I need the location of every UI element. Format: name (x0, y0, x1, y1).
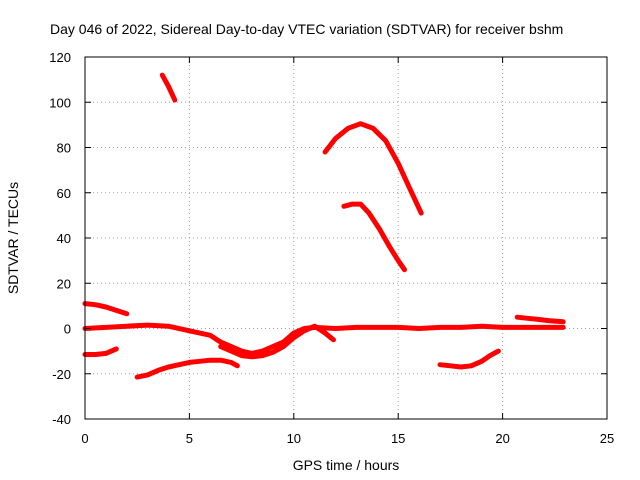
y-tick-label: 60 (57, 186, 71, 201)
y-axis-label: SDTVAR / TECUs (5, 182, 21, 294)
x-tick-label: 20 (495, 431, 509, 446)
grid-layer (85, 57, 607, 419)
x-tick-label: 15 (391, 431, 405, 446)
y-tick-label: -40 (52, 412, 71, 427)
series-arc-3 (341, 201, 407, 273)
tick-layer: 0 5 10 15 20 25 -40 -20 0 20 40 60 80 100 120 (49, 50, 614, 446)
y-tick-label: 20 (57, 276, 71, 291)
series-arc-4 (82, 301, 130, 317)
x-tick-label: 10 (287, 431, 301, 446)
series-arc-1 (159, 72, 178, 103)
series-arc-7 (82, 346, 119, 357)
x-tick-label: 5 (186, 431, 193, 446)
y-tick-label: 80 (57, 141, 71, 156)
series-arc-2 (322, 121, 424, 216)
y-tick-label: 100 (49, 95, 71, 110)
x-tick-label: 0 (81, 431, 88, 446)
y-tick-label: 0 (64, 322, 71, 337)
series-arc-5 (82, 322, 566, 356)
x-tick-label: 25 (600, 431, 614, 446)
series-arc-6 (218, 323, 336, 360)
x-axis-label: GPS time / hours (293, 457, 400, 473)
series-layer (82, 72, 566, 380)
series-arc-9 (437, 348, 501, 370)
series-arc-8 (134, 357, 240, 380)
series-arc-10 (514, 314, 566, 325)
chart-title: Day 046 of 2022, Sidereal Day-to-day VTE… (50, 21, 563, 37)
y-tick-label: 120 (49, 50, 71, 65)
y-tick-label: -20 (52, 367, 71, 382)
y-tick-label: 40 (57, 231, 71, 246)
